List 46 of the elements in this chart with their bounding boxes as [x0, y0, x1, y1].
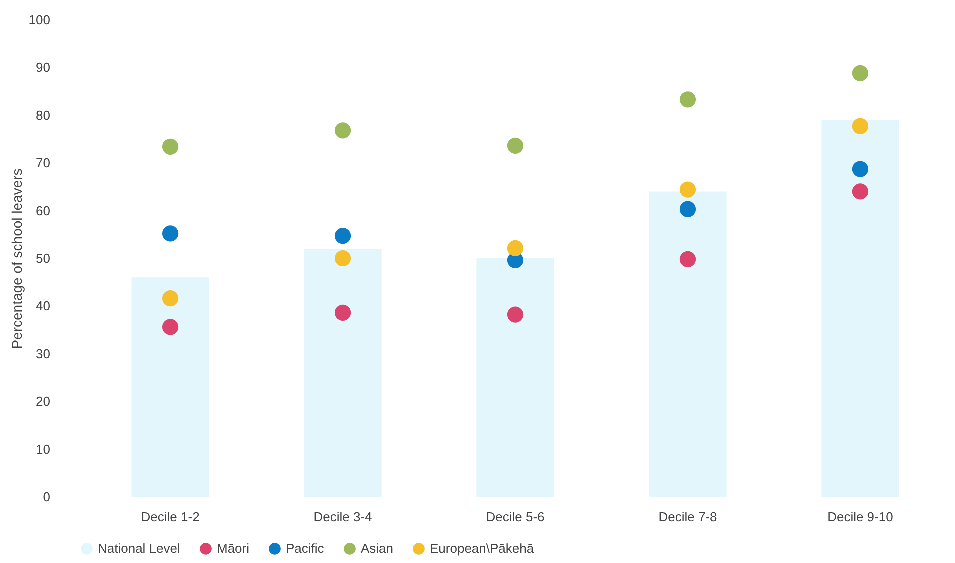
y-axis-title: Percentage of school leavers [8, 168, 25, 350]
y-tick-label: 90 [36, 60, 50, 76]
point [852, 184, 869, 200]
legend-label: Pacific [286, 541, 325, 556]
point [162, 138, 179, 155]
point [162, 226, 179, 242]
x-tick-label: Decile 9-10 [828, 510, 894, 524]
bar [304, 248, 382, 497]
point [852, 118, 869, 134]
bar [649, 192, 727, 497]
legend-label: Māori [217, 541, 250, 556]
bar [132, 278, 210, 497]
point [680, 251, 696, 268]
y-tick-label: 80 [36, 108, 50, 123]
bar [476, 258, 554, 497]
point [162, 319, 179, 336]
point [334, 304, 352, 321]
point [162, 290, 179, 307]
point [680, 201, 696, 218]
point [852, 161, 869, 178]
point [334, 228, 352, 244]
y-tick-label: 100 [28, 12, 50, 28]
x-tick-label: Decile 5-6 [486, 510, 545, 524]
x-tick-label: Decile 3-4 [314, 510, 372, 524]
bar [822, 120, 900, 497]
point [852, 65, 869, 82]
y-tick-label: 50 [36, 251, 50, 266]
y-tick-label: 40 [36, 298, 50, 314]
point [507, 138, 524, 154]
point [334, 250, 352, 267]
point [334, 122, 352, 139]
legend-label: European\Pākehā [430, 541, 535, 556]
y-tick-label: 70 [36, 156, 50, 171]
y-tick-label: 30 [36, 346, 50, 362]
point [680, 92, 696, 108]
x-tick-label: Decile 1-2 [141, 510, 200, 524]
y-tick-label: 20 [36, 394, 50, 410]
legend-label: Asian [361, 541, 394, 556]
y-tick-label: 60 [36, 203, 50, 218]
point [507, 306, 524, 323]
point [507, 240, 524, 257]
y-tick-label: 0 [43, 490, 50, 504]
point [680, 182, 696, 198]
y-tick-label: 10 [36, 442, 50, 457]
x-tick-label: Decile 7-8 [658, 510, 718, 524]
legend-label: National Level [98, 541, 180, 556]
